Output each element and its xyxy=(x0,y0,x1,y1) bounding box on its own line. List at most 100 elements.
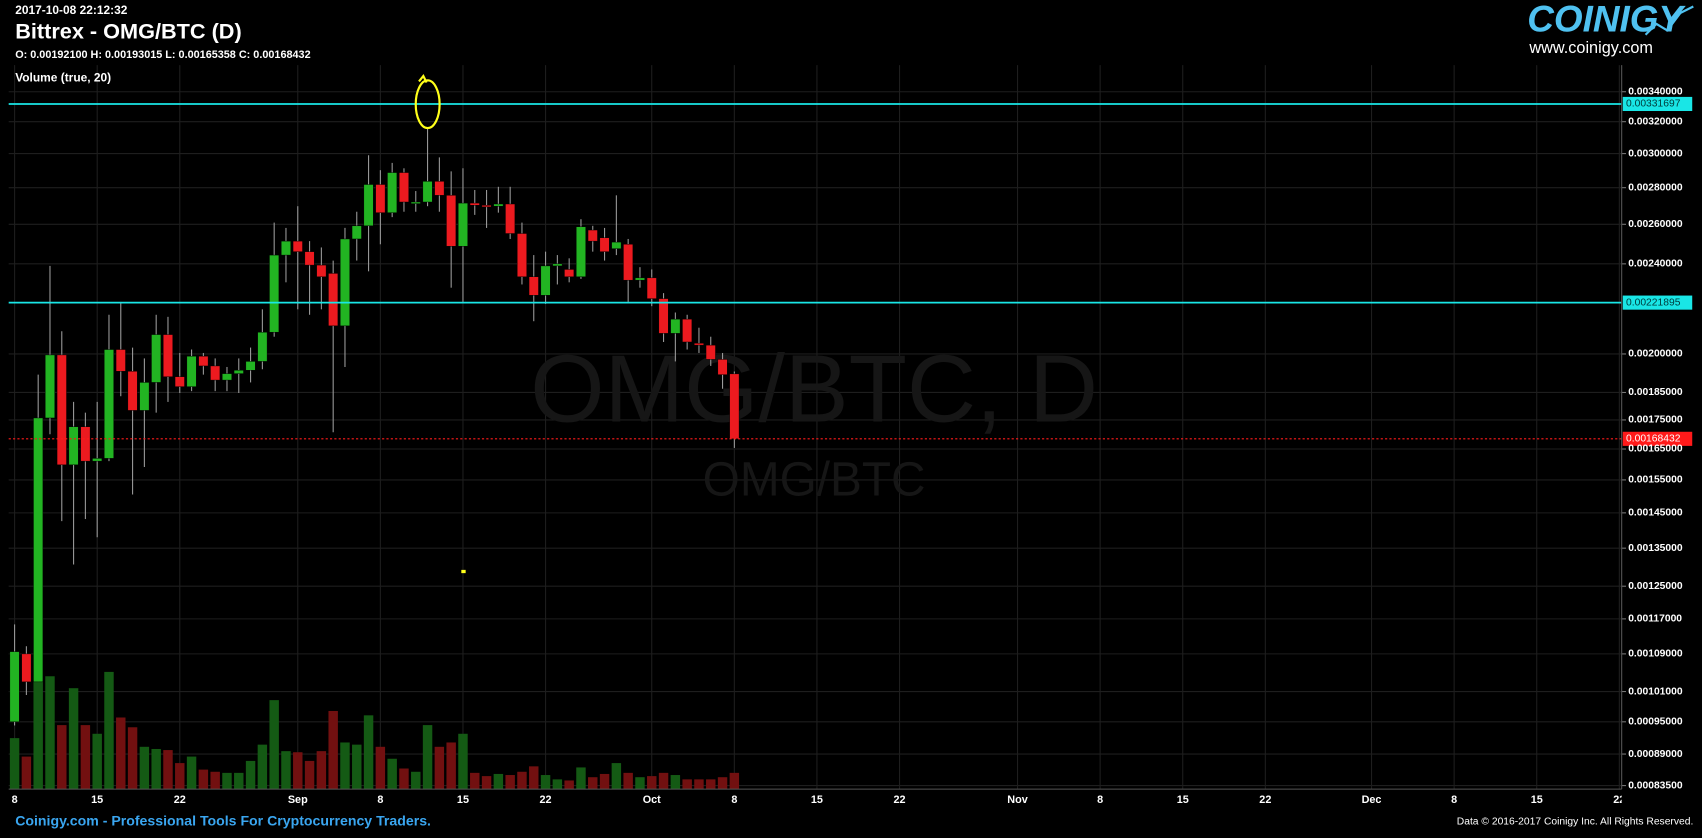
candle-body xyxy=(9,651,20,723)
candle-body xyxy=(387,172,398,213)
volume-bar xyxy=(57,725,67,790)
x-tick-label: 8 xyxy=(731,794,737,806)
volume-bar xyxy=(422,725,433,790)
price-line-tag xyxy=(1622,431,1693,446)
candle-body xyxy=(493,203,504,207)
volume-bar xyxy=(151,748,161,790)
x-tick-label: 22 xyxy=(1613,794,1625,806)
candle-body xyxy=(33,417,44,683)
volume-bar xyxy=(540,775,551,790)
y-tick-label: 0.00340000 xyxy=(1628,86,1683,97)
volume-bar xyxy=(517,771,527,790)
candle-body xyxy=(233,370,244,374)
candle-body xyxy=(729,373,740,440)
candle-body xyxy=(576,226,586,278)
volume-bar xyxy=(68,688,79,790)
candle-body xyxy=(399,172,409,203)
y-tick-label: 0.00145000 xyxy=(1628,508,1683,519)
volume-bar xyxy=(611,763,622,790)
annotation-circle xyxy=(414,79,441,130)
volume-bar xyxy=(529,766,539,790)
candle-body xyxy=(80,426,91,462)
volume-bar xyxy=(92,733,102,790)
y-axis: 0.00340000 0.00320000 0.00300000 0.00280000… xyxy=(1621,86,1683,791)
candle-body xyxy=(517,233,527,278)
price-line-label: 0.00168432 xyxy=(1626,434,1681,445)
volume-bar xyxy=(316,751,327,790)
x-tick-label: 22 xyxy=(894,794,906,806)
candle-body xyxy=(422,181,433,203)
candle-body xyxy=(304,251,315,266)
volume-bar xyxy=(458,733,468,790)
y-tick-label: 0.00240000 xyxy=(1628,259,1683,270)
candle-body xyxy=(670,318,681,334)
candle-body xyxy=(115,349,126,372)
volume-bar xyxy=(658,772,669,790)
annotation-dot xyxy=(461,569,466,574)
volume-layer xyxy=(9,648,740,790)
volume-bar xyxy=(9,738,20,790)
volume-bar xyxy=(127,727,138,790)
volume-bar xyxy=(717,777,728,790)
volume-bar xyxy=(281,751,291,790)
x-tick-label: 22 xyxy=(540,794,552,806)
volume-bar xyxy=(304,760,315,790)
candle-body xyxy=(281,240,291,256)
volume-bar xyxy=(340,742,350,790)
volume-bar xyxy=(623,772,633,790)
volume-bar xyxy=(245,760,256,790)
volume-bar xyxy=(446,742,456,790)
candle-body xyxy=(139,382,150,411)
price-line-label: 0.00221895 xyxy=(1626,297,1681,308)
volume-bar xyxy=(139,746,150,790)
volume-bar xyxy=(481,776,492,790)
candle-body xyxy=(186,355,197,387)
candle-body xyxy=(245,361,256,371)
candle-body xyxy=(363,184,374,227)
candle-body xyxy=(104,349,114,459)
candle-body xyxy=(340,238,350,327)
x-tick-label: Dec xyxy=(1362,794,1382,806)
volume-bar xyxy=(387,758,397,790)
x-tick-label: Sep xyxy=(288,794,308,806)
watermark: OMG/BTC, D xyxy=(530,336,1098,442)
volume-bar xyxy=(647,776,657,790)
candle-body xyxy=(540,265,551,296)
volume-bar xyxy=(576,767,586,790)
y-tick-label: 0.00135000 xyxy=(1628,543,1683,554)
candle-body xyxy=(151,334,162,383)
candle-body xyxy=(56,354,67,466)
candle-body xyxy=(163,334,173,377)
volume-bar xyxy=(163,750,173,790)
candle-body xyxy=(505,203,516,234)
volume-bar xyxy=(222,772,232,790)
y-tick-label: 0.00089000 xyxy=(1628,749,1683,760)
y-tick-label: 0.00125000 xyxy=(1628,581,1683,592)
x-tick-label: 22 xyxy=(1259,794,1271,806)
candle-body xyxy=(635,277,645,281)
y-tick-label: 0.00101000 xyxy=(1628,686,1683,697)
volume-bar xyxy=(411,771,421,790)
y-tick-label: 0.00260000 xyxy=(1628,219,1683,230)
logo-url: www.coinigy.com xyxy=(1528,39,1653,57)
candle-body xyxy=(646,277,657,299)
candle-body xyxy=(717,359,728,375)
volume-bar xyxy=(234,772,244,790)
candle-body xyxy=(351,225,362,240)
y-tick-label: 0.00175000 xyxy=(1628,415,1683,426)
volume-bar xyxy=(682,779,692,790)
price-line-layer: 0.00331697 0.00221895 0.00168432 xyxy=(8,96,1693,446)
volume-bar xyxy=(363,715,374,790)
volume-bar xyxy=(706,779,716,790)
candle-body xyxy=(292,240,303,252)
candle-body xyxy=(623,244,634,281)
volume-bar xyxy=(186,756,197,790)
candle-body xyxy=(410,201,421,204)
candle-body xyxy=(658,298,669,334)
candle-body xyxy=(599,237,610,252)
x-tick-label: 15 xyxy=(91,794,103,806)
y-tick-label: 0.00300000 xyxy=(1628,148,1683,159)
y-tick-label: 0.00200000 xyxy=(1628,349,1683,360)
